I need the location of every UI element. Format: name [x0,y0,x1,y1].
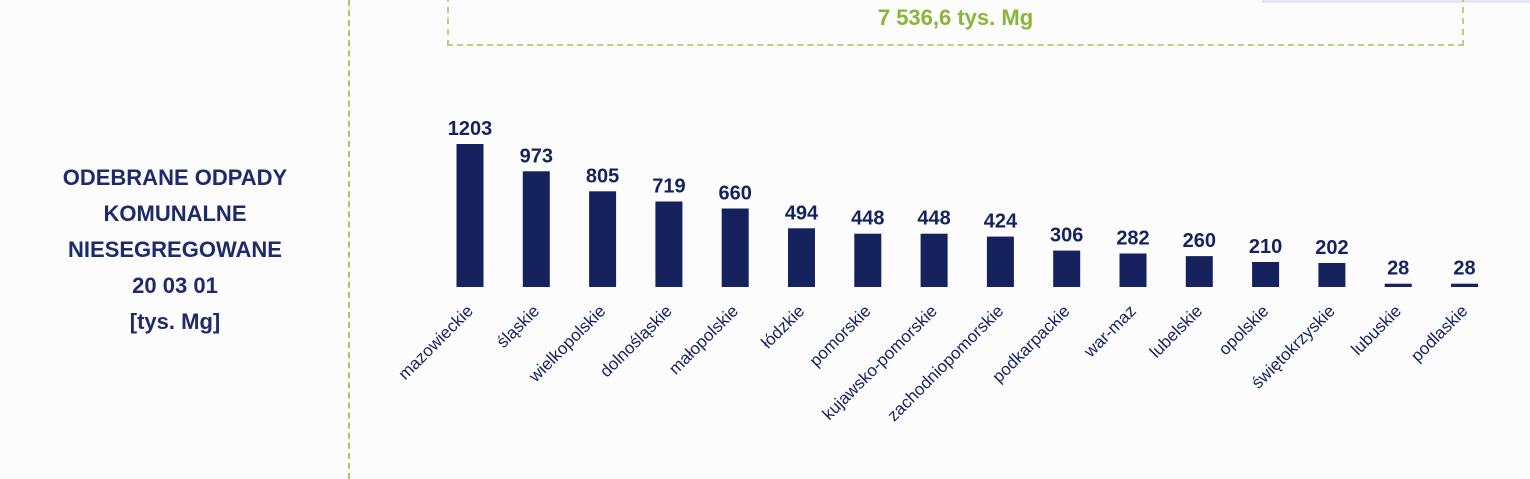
bar-podlaskie [1451,283,1478,287]
category-label: dolnośląskie [596,301,676,381]
category-label: mazowieckie [395,301,477,383]
side-title-line-2: KOMUNALNE [103,201,247,226]
category-label: lubuskie [1347,301,1405,359]
category-label: podlaskie [1407,301,1471,365]
category-label: lubelskie [1146,301,1206,361]
vertical-dashed-divider [348,0,350,479]
data-label: 202 [1315,237,1348,259]
bar-war-maz [1119,253,1147,287]
side-title-line-1: ODEBRANE ODPADY [62,165,288,190]
bar-podkarpackie [1053,250,1081,287]
bar-pomorskie [854,233,882,287]
data-label: 282 [1116,228,1149,250]
data-label: 973 [520,145,553,167]
top-strip [1262,0,1530,3]
data-label: 28 [1453,258,1475,280]
total-box: 7 536,6 tys. Mg [447,0,1464,46]
bar-opolskie [1252,262,1280,287]
category-label: śląskie [493,301,543,351]
bar-lubuskie [1384,283,1412,287]
bar-małopolskie [721,208,749,287]
data-label: 306 [1050,225,1083,247]
bar-dolnośląskie [655,201,683,287]
category-label: opolskie [1215,301,1273,359]
bar-zachodniopomorskie [986,236,1014,287]
total-value: 7 536,6 tys. Mg [877,5,1034,30]
category-label: pomorskie [806,301,875,370]
category-label: war-maz [1080,301,1140,361]
data-label: 260 [1183,230,1216,252]
category-label: kujawsko-pomorskie [819,301,941,423]
side-title-line-4: 20 03 01 [132,273,218,298]
bar-wielkopolskie [589,191,617,287]
data-label: 805 [586,165,619,187]
category-label: łódzkie [757,301,808,352]
data-label: 424 [984,211,1018,233]
data-label: 210 [1249,236,1282,258]
side-title: ODEBRANE ODPADY KOMUNALNE NIESEGREGOWANE… [20,160,330,340]
data-label: 660 [719,183,752,205]
data-label: 28 [1387,258,1409,280]
bar-kujawsko-pomorskie [920,233,948,287]
bar-śląskie [522,171,550,287]
bar-mazowieckie [456,144,484,287]
bar-łódzkie [788,228,815,287]
side-title-line-3: NIESEGREGOWANE [68,237,282,262]
data-label: 1203 [448,118,493,140]
bar-lubelskie [1185,256,1213,287]
data-label: 719 [652,176,685,198]
data-label: 448 [917,208,950,230]
data-label: 448 [851,208,884,230]
data-label: 494 [785,202,819,224]
category-label: małopolskie [665,301,742,378]
side-title-line-5: [tys. Mg] [129,309,221,334]
bar-świętokrzyskie [1318,263,1346,287]
category-label: zachodniopomorskie [884,301,1008,425]
